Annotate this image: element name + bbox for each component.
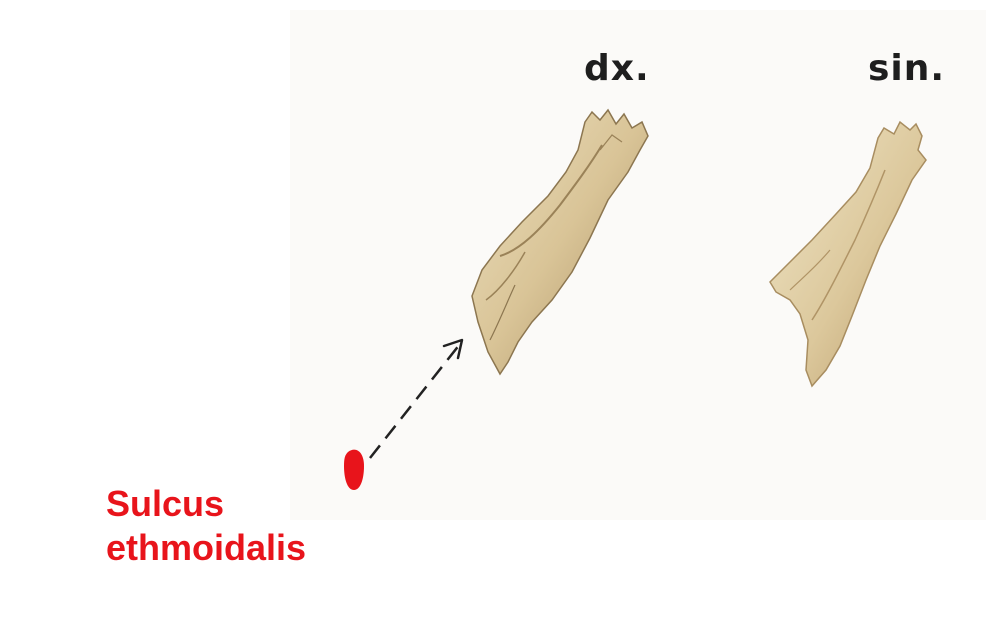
dashed-arrow-icon (369, 338, 464, 459)
bone-dx (471, 108, 649, 376)
label-sin: sin. (868, 48, 946, 89)
bone-sin (769, 120, 927, 388)
callout-sulcus-ethmoidalis: Sulcus ethmoidalis (106, 482, 306, 570)
red-marker-icon (344, 449, 364, 490)
callout-line-2: ethmoidalis (106, 527, 307, 568)
label-dx: dx. (584, 48, 650, 89)
callout-line-1: Sulcus (106, 483, 225, 524)
